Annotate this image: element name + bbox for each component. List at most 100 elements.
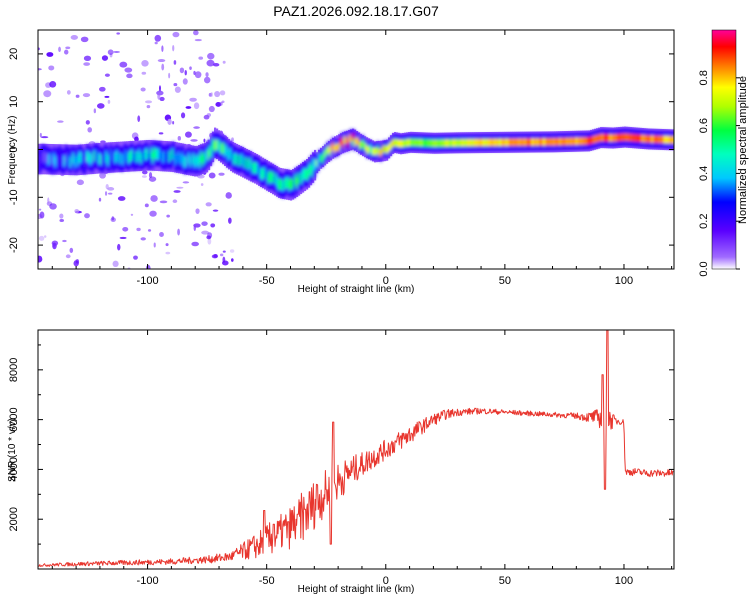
ridge-inner [89, 154, 91, 166]
ridge-inner [527, 138, 529, 146]
ridge-inner [261, 169, 264, 181]
spectrogram-noise-blob [119, 236, 127, 240]
ridge-inner [483, 138, 486, 147]
spectrogram-noise-blob [112, 260, 119, 268]
spectrogram-noise-blob [107, 192, 113, 195]
spectrogram-noise-blob [198, 56, 204, 60]
ridge-inner [279, 178, 282, 190]
ridge-inner [263, 167, 265, 179]
ridge-inner [95, 151, 97, 163]
ridge-inner [81, 155, 84, 166]
spectrogram-noise-blob [122, 227, 129, 232]
spectrogram-noise-blob [210, 223, 216, 228]
ridge-inner [341, 136, 343, 145]
spectrogram-noise-blob [80, 36, 89, 43]
spectrogram-noise-blob [46, 52, 54, 57]
ridge-inner [492, 138, 495, 147]
ridge-inner [114, 152, 117, 164]
ridge-inner [624, 133, 627, 141]
y-tick-label: -10 [8, 189, 20, 205]
ridge-inner [630, 133, 633, 142]
ridge-inner [125, 150, 127, 162]
ridge-inner [101, 154, 103, 165]
spectrogram-noise-blob [38, 255, 43, 263]
ridge-inner [38, 156, 40, 168]
ridge-inner [485, 138, 487, 147]
ridge-inner [504, 138, 507, 147]
ridge-inner [468, 139, 471, 147]
spectrogram-noise-blob [150, 195, 158, 202]
ridge-inner [525, 138, 528, 146]
ridge-inner [222, 142, 225, 153]
ridge-inner [60, 155, 63, 166]
ridge-inner [410, 138, 412, 147]
snr-y-axis-label: SNR (10 * v/v) [7, 418, 18, 482]
ridge-inner [653, 135, 655, 143]
ridge-inner [365, 143, 367, 151]
ridge-inner [45, 152, 48, 164]
ridge-inner [431, 139, 433, 147]
ridge-inner [309, 162, 312, 174]
ridge-inner [189, 156, 192, 168]
ridge-inner [270, 172, 273, 184]
spectrogram-noise-blob [99, 172, 106, 179]
spectrogram-noise-blob [190, 139, 198, 142]
spectrogram-noise-blob [105, 184, 109, 190]
ridge-inner [651, 135, 654, 143]
ridge-inner [600, 133, 603, 142]
ridge-inner [440, 139, 442, 147]
ridge-inner [290, 177, 292, 189]
ridge-inner [524, 138, 526, 146]
spectrogram-noise-blob [119, 61, 128, 68]
ridge-inner [456, 139, 459, 147]
ridge-inner [336, 144, 339, 153]
ridge-inner [116, 150, 118, 162]
spectrogram-noise-blob [167, 118, 172, 125]
ridge-inner [429, 139, 432, 147]
ridge-inner [512, 138, 514, 146]
ridge-inner [167, 149, 169, 161]
ridge-inner [393, 138, 396, 147]
ridge-inner [80, 152, 82, 163]
ridge-inner [224, 146, 226, 157]
ridge-inner [197, 154, 199, 165]
ridge-inner [332, 141, 334, 150]
ridge-inner [179, 154, 181, 166]
ridge-inner [353, 133, 355, 142]
spectrogram-noise-blob [185, 106, 192, 109]
ridge-inner [405, 139, 408, 147]
ridge-inner [513, 138, 516, 146]
y-tick-label: 8000 [8, 358, 20, 382]
ridge-inner [318, 153, 321, 162]
ridge-inner [338, 143, 340, 151]
ridge-inner [507, 138, 510, 146]
ridge-inner [227, 150, 229, 161]
x-tick-label: -50 [259, 575, 275, 587]
spectrogram-noise-blob [225, 192, 232, 199]
ridge-inner [86, 151, 88, 162]
ridge-inner [476, 138, 478, 147]
ridge-inner [213, 141, 216, 153]
ridge-inner [69, 156, 72, 168]
ridge-inner [479, 138, 481, 147]
ridge-inner [63, 155, 66, 167]
spectrogram-noise-blob [194, 71, 202, 79]
ridge-inner [408, 138, 411, 147]
ridge-inner [185, 156, 187, 168]
ridge-inner [129, 150, 132, 162]
ridge-inner [557, 138, 559, 146]
ridge-inner [416, 138, 418, 147]
ridge-inner [327, 145, 330, 153]
ridge-inner [549, 138, 552, 146]
ridge-inner [320, 154, 322, 162]
x-tick-label: -100 [137, 275, 159, 287]
y-tick-label: -20 [8, 237, 20, 253]
ridge-inner [542, 138, 544, 146]
ridge-inner [303, 168, 306, 180]
ridge-inner [110, 150, 112, 162]
ridge-inner [231, 151, 234, 162]
ridge-inner [195, 155, 198, 167]
ridge-inner [50, 156, 52, 167]
ridge-inner [581, 137, 583, 145]
